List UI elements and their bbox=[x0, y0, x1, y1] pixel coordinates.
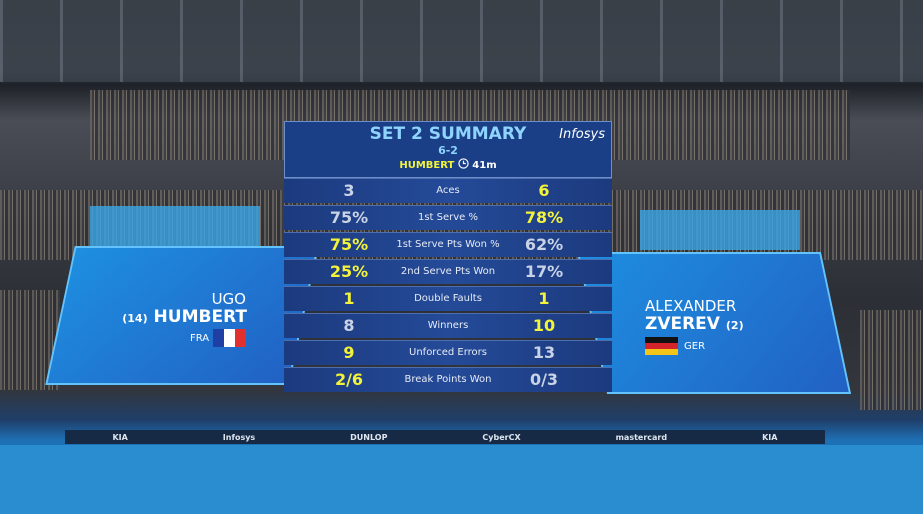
ad: Infosys bbox=[222, 432, 256, 442]
sponsor: Infosys bbox=[559, 127, 605, 142]
right-value: 62% bbox=[524, 235, 564, 254]
stat-label: Break Points Won bbox=[404, 374, 492, 385]
country: GER bbox=[684, 341, 706, 352]
left-value: 75% bbox=[329, 235, 369, 254]
stat-row: 2/6 Break Points Won 0/3 bbox=[284, 367, 612, 392]
stat-label: Winners bbox=[427, 320, 469, 331]
ad: KIA bbox=[762, 432, 778, 442]
first-name: ALEXANDER bbox=[645, 297, 737, 315]
ad: CyberCX bbox=[482, 432, 521, 442]
ad: mastercard bbox=[615, 432, 668, 442]
right-value: 1 bbox=[538, 289, 550, 308]
stat-label: 2nd Serve Pts Won bbox=[400, 266, 496, 277]
ad-board: KIA Infosys DUNLOP CyberCX mastercard KIA bbox=[65, 430, 825, 444]
stat-row: 75% 1st Serve % 78% bbox=[284, 205, 612, 230]
stat-label: 1st Serve Pts Won % bbox=[396, 239, 500, 250]
set-winner: HUMBERT 41m bbox=[285, 158, 611, 171]
last-name-line: (14) HUMBERT bbox=[122, 307, 247, 327]
right-value: 17% bbox=[524, 262, 564, 281]
flag bbox=[645, 337, 678, 355]
winner: HUMBERT bbox=[399, 160, 455, 171]
ad: KIA bbox=[112, 432, 128, 442]
right-value: 6 bbox=[538, 181, 550, 200]
duration: 41m bbox=[472, 160, 497, 171]
right-value: 0/3 bbox=[529, 370, 559, 389]
clock-icon bbox=[458, 158, 469, 169]
left-value: 75% bbox=[329, 208, 369, 227]
stat-row: 25% 2nd Serve Pts Won 17% bbox=[284, 259, 612, 284]
stat-label: 1st Serve % bbox=[417, 212, 479, 223]
panel-decor bbox=[90, 206, 260, 246]
stat-row: 1 Double Faults 1 bbox=[284, 286, 612, 311]
left-value: 1 bbox=[343, 289, 355, 308]
stat-row: 8 Winners 10 bbox=[284, 313, 612, 338]
crowd bbox=[860, 310, 923, 410]
stat-row: 9 Unforced Errors 13 bbox=[284, 340, 612, 365]
panel-decor bbox=[640, 210, 800, 250]
right-value: 78% bbox=[524, 208, 564, 227]
right-value: 13 bbox=[532, 343, 556, 362]
seed: (2) bbox=[725, 319, 744, 332]
stat-label: Aces bbox=[436, 185, 460, 196]
left-value: 2/6 bbox=[334, 370, 364, 389]
flag bbox=[213, 329, 246, 347]
right-value: 10 bbox=[532, 316, 556, 335]
stadium-roof bbox=[0, 0, 923, 82]
country: FRA bbox=[190, 333, 210, 344]
first-name: UGO bbox=[211, 290, 246, 308]
ad: DUNLOP bbox=[350, 432, 388, 442]
left-value: 8 bbox=[343, 316, 355, 335]
stats-panel: SET 2 SUMMARY Infosys 6-2 HUMBERT 41m 3 A… bbox=[284, 121, 612, 392]
left-value: 3 bbox=[343, 181, 355, 200]
last-name: ZVEREV bbox=[645, 314, 720, 334]
stat-row: 75% 1st Serve Pts Won % 62% bbox=[284, 232, 612, 257]
last-name-line: ZVEREV (2) bbox=[645, 314, 744, 334]
panel-header: SET 2 SUMMARY Infosys 6-2 HUMBERT 41m bbox=[284, 121, 612, 178]
last-name: HUMBERT bbox=[153, 307, 247, 327]
title: SET 2 SUMMARY bbox=[369, 124, 527, 144]
left-value: 9 bbox=[343, 343, 355, 362]
stat-label: Double Faults bbox=[414, 293, 482, 304]
seed: (14) bbox=[122, 312, 148, 325]
stat-row: 3 Aces 6 bbox=[284, 178, 612, 203]
set-score: 6-2 bbox=[438, 144, 458, 157]
left-value: 25% bbox=[329, 262, 369, 281]
court bbox=[0, 445, 923, 514]
stat-label: Unforced Errors bbox=[409, 347, 487, 358]
